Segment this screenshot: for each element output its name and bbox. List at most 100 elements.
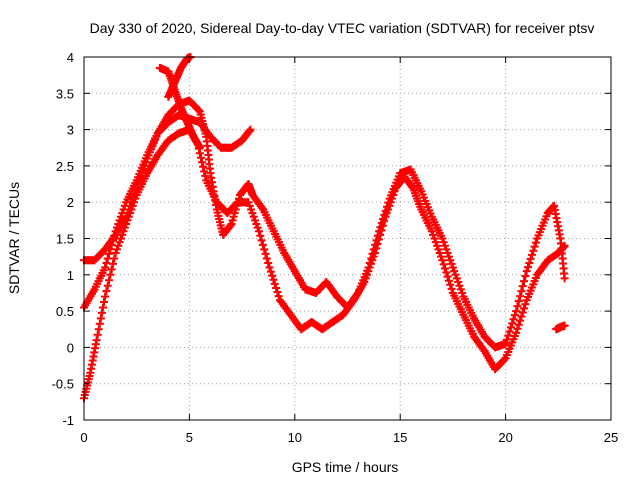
data-point [95,319,104,328]
data-point [513,324,522,333]
data-point [525,259,534,268]
data-point [273,288,282,297]
data-point [261,249,270,258]
data-point [269,275,278,284]
data-point [376,230,385,239]
data-point [523,263,532,272]
data-point [103,281,112,290]
y-tick-label: 3 [67,123,74,138]
data-point [101,263,110,272]
data-point [510,311,519,320]
data-point [520,304,529,313]
x-tick-label: 25 [604,430,618,445]
data-point [110,231,119,240]
data-point [257,236,266,245]
data-point [521,272,530,281]
data-point [274,292,283,301]
y-tick-label: 3.5 [56,86,74,101]
series-track-d [155,63,204,152]
data-point [246,125,255,134]
data-point [106,270,115,279]
data-point [268,271,277,280]
y-tick-label: 4 [67,50,74,65]
series-track-f [552,321,569,334]
y-tick-label: 0 [67,340,74,355]
data-point [105,276,114,285]
data-point [199,162,208,171]
data-point [254,227,263,236]
data-point [531,238,540,247]
data-point [513,302,522,311]
data-point [270,279,279,288]
data-point [514,320,523,329]
x-tick-label: 15 [393,430,407,445]
data-point [245,126,254,135]
x-tick-label: 10 [288,430,302,445]
data-point [560,241,569,250]
data-point [512,307,521,316]
data-point [378,221,387,230]
series-track-b [80,96,569,352]
series-track-e [164,53,195,101]
data-point [93,330,102,339]
data-point [94,325,103,334]
data-point [258,240,267,249]
data-point [529,246,538,255]
data-point [514,297,523,306]
data-point [526,254,535,263]
data-point [198,158,207,167]
data-point [262,254,271,263]
x-tick-label: 0 [80,430,87,445]
data-point [447,284,456,293]
data-point [512,328,521,337]
data-point [377,226,386,235]
data-point [505,327,514,336]
data-point [107,265,116,274]
y-tick-labels: -1 -0.5 0 0.5 1 1.5 2 2.5 3 3.5 4 [52,50,74,428]
data-point [517,312,526,321]
data-points [80,53,569,403]
y-tick-label: 1 [67,268,74,283]
data-point [446,280,455,289]
data-point [380,217,389,226]
data-point [98,303,107,312]
y-axis-label: SDTVAR / TECUs [6,182,22,294]
data-point [500,355,509,364]
data-point [201,171,210,180]
grid-lines [84,57,611,420]
data-point [506,323,515,332]
x-tick-label: 20 [498,430,512,445]
y-tick-label: 2 [67,195,74,210]
data-point [444,276,453,285]
axis-ticks [83,56,612,421]
y-tick-label: 2.5 [56,159,74,174]
data-point [110,254,119,263]
series-track-a [80,111,255,265]
data-point [520,277,529,286]
x-axis-label: GPS time / hours [292,459,399,475]
y-tick-label: 0.5 [56,304,74,319]
data-point [195,143,204,152]
data-point [518,282,527,291]
y-tick-label: 1.5 [56,232,74,247]
data-point [560,274,569,283]
data-point [439,260,448,269]
data-point [264,259,273,268]
plot-frame [83,56,612,421]
chart-title: Day 330 of 2020, Sidereal Day-to-day VTE… [90,20,595,36]
data-point [443,272,452,281]
data-point [256,231,265,240]
x-tick-label: 5 [186,430,193,445]
data-point [407,182,416,191]
y-tick-label: -1 [62,413,74,428]
data-point [101,292,110,301]
data-point [102,287,111,296]
data-point [509,315,518,324]
data-point [521,300,530,309]
data-point [96,314,105,323]
data-point [265,263,274,272]
data-point [200,167,209,176]
data-point [370,249,379,258]
y-tick-label: -0.5 [52,377,74,392]
